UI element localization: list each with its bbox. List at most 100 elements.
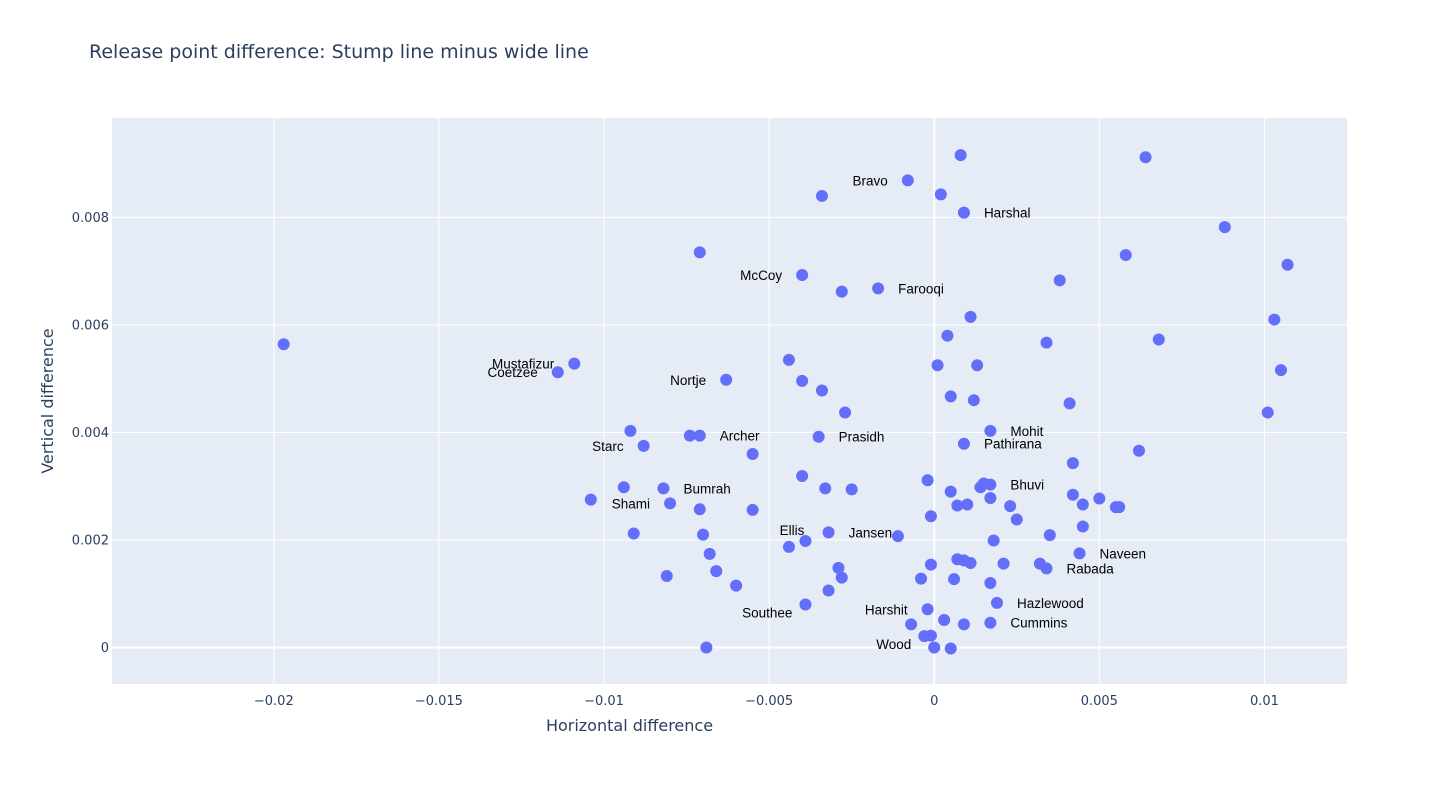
data-point xyxy=(693,503,706,516)
data-points xyxy=(277,149,1294,655)
data-point xyxy=(551,366,564,379)
data-point xyxy=(782,540,795,553)
data-point xyxy=(746,503,759,516)
data-point xyxy=(277,338,290,351)
point-label: Prasidh xyxy=(839,430,885,445)
data-point xyxy=(934,188,947,201)
data-point xyxy=(815,384,828,397)
data-point xyxy=(941,329,954,342)
data-point xyxy=(924,510,937,523)
data-point xyxy=(624,424,637,437)
data-point xyxy=(984,424,997,437)
data-point xyxy=(954,149,967,162)
data-point xyxy=(1218,221,1231,234)
data-point xyxy=(730,579,743,592)
data-point xyxy=(948,573,961,586)
data-point xyxy=(1139,151,1152,164)
point-label: Farooqi xyxy=(898,281,944,296)
data-point xyxy=(1076,520,1089,533)
data-point xyxy=(944,390,957,403)
data-point xyxy=(839,406,852,419)
data-point xyxy=(812,430,825,443)
data-point xyxy=(997,557,1010,570)
data-point xyxy=(819,482,832,495)
data-point xyxy=(924,558,937,571)
data-point xyxy=(1040,336,1053,349)
data-point xyxy=(961,498,974,511)
y-axis-title: Vertical difference xyxy=(38,328,57,473)
data-point xyxy=(657,482,670,495)
y-tick-labels: 0 0.002 0.004 0.006 0.008 xyxy=(72,211,109,656)
point-label: Cummins xyxy=(1010,616,1067,631)
data-point xyxy=(796,268,809,281)
data-point xyxy=(1010,513,1023,526)
data-point xyxy=(905,618,918,631)
point-label: Bhuvi xyxy=(1010,478,1044,493)
data-point xyxy=(815,189,828,202)
data-point xyxy=(700,641,713,654)
data-point xyxy=(703,547,716,560)
data-point xyxy=(931,359,944,372)
point-label: Naveen xyxy=(1100,546,1147,561)
data-point xyxy=(944,485,957,498)
point-label: Harshal xyxy=(984,206,1031,221)
data-point xyxy=(1093,492,1106,505)
data-point xyxy=(984,478,997,491)
data-point xyxy=(957,206,970,219)
data-point xyxy=(891,530,904,543)
data-point xyxy=(921,603,934,616)
data-point xyxy=(957,618,970,631)
data-point xyxy=(799,598,812,611)
data-point xyxy=(1268,313,1281,326)
data-point xyxy=(584,493,597,506)
data-point xyxy=(928,641,941,654)
data-point xyxy=(832,561,845,574)
data-point xyxy=(938,614,951,627)
data-point xyxy=(1132,444,1145,457)
data-point xyxy=(1281,258,1294,271)
data-point xyxy=(746,447,759,460)
point-label: Shami xyxy=(612,496,650,511)
data-point xyxy=(990,596,1003,609)
y-tick-label: 0 xyxy=(101,641,109,656)
data-point xyxy=(967,394,980,407)
data-point xyxy=(568,357,581,370)
x-tick-label: −0.015 xyxy=(415,694,463,709)
point-label: Starc xyxy=(592,439,624,454)
data-point xyxy=(1053,274,1066,287)
data-point xyxy=(835,285,848,298)
x-tick-label: −0.02 xyxy=(254,694,294,709)
data-point xyxy=(987,534,1000,547)
point-label: Rabada xyxy=(1067,561,1115,576)
data-point xyxy=(799,535,812,548)
data-point xyxy=(697,528,710,541)
x-tick-labels: −0.02 −0.015 −0.01 −0.005 0 0.005 0.01 xyxy=(254,694,1279,709)
data-point xyxy=(1152,333,1165,346)
data-point xyxy=(901,174,914,187)
data-point xyxy=(1073,547,1086,560)
data-point xyxy=(971,359,984,372)
x-tick-label: 0 xyxy=(930,694,938,709)
data-point xyxy=(1119,249,1132,262)
data-point xyxy=(1043,529,1056,542)
data-point xyxy=(1063,397,1076,410)
data-point xyxy=(1066,457,1079,470)
data-point xyxy=(683,429,696,442)
data-point xyxy=(984,616,997,629)
x-axis-title: Horizontal difference xyxy=(546,716,713,735)
data-point xyxy=(984,492,997,505)
data-point xyxy=(921,474,934,487)
data-point xyxy=(617,481,630,494)
chart-title: Release point difference: Stump line min… xyxy=(89,41,589,63)
data-point xyxy=(915,572,928,585)
data-point xyxy=(1040,562,1053,575)
data-point xyxy=(710,565,723,578)
y-tick-label: 0.004 xyxy=(72,426,109,441)
data-point xyxy=(796,374,809,387)
data-point xyxy=(1076,498,1089,511)
point-label: Archer xyxy=(720,429,760,444)
data-point xyxy=(627,527,640,540)
data-point xyxy=(944,642,957,655)
data-point xyxy=(835,571,848,584)
